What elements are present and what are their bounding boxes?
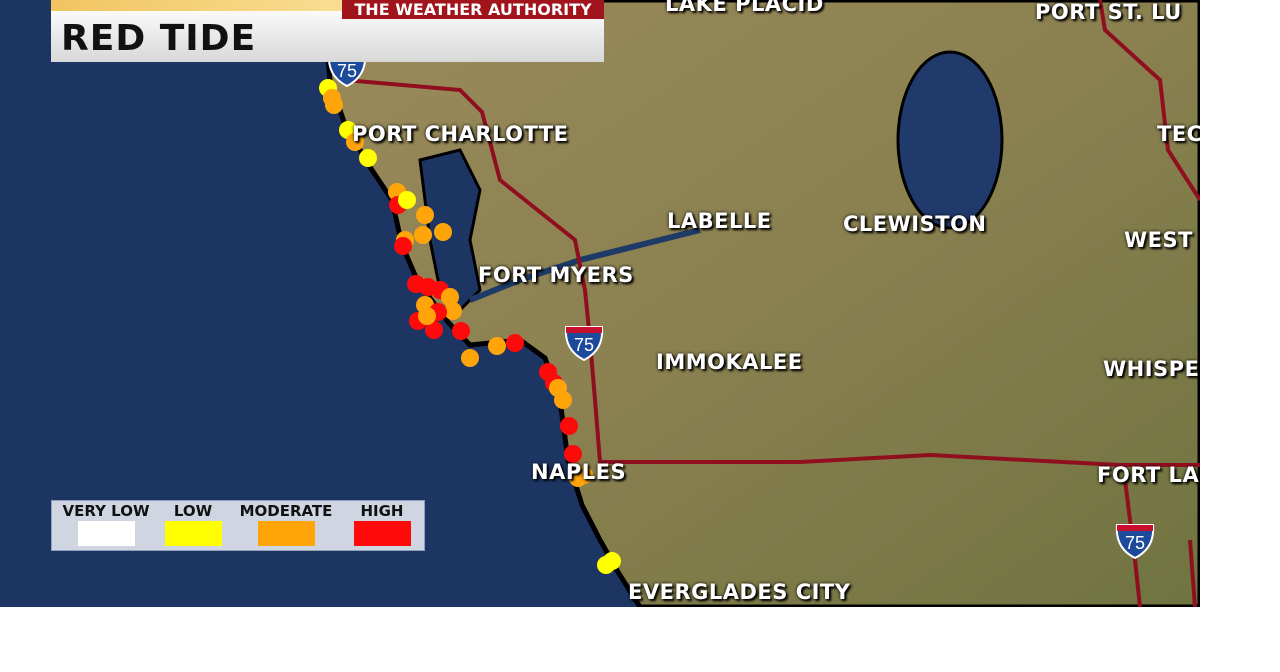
city-whisper: WHISPE — [1103, 357, 1200, 381]
banner-sun-strip — [51, 0, 604, 11]
lake-okeechobee — [896, 50, 1004, 230]
sample-dot-moderate — [461, 349, 479, 367]
shield-number: 75 — [1125, 533, 1145, 553]
legend-label: MODERATE — [239, 502, 333, 520]
brand-tag: THE WEATHER AUTHORITY — [342, 0, 604, 19]
legend-very-low: VERY LOW — [56, 501, 156, 546]
legend-moderate: MODERATE — [234, 501, 338, 546]
banner-bar — [51, 11, 604, 62]
sample-dot-moderate — [414, 226, 432, 244]
shield-number: 75 — [337, 61, 357, 81]
sample-dot-moderate — [575, 466, 593, 484]
city-port-st-lucie: PORT ST. LU — [1035, 0, 1182, 24]
legend-swatch — [77, 521, 135, 546]
sample-dot-high — [452, 322, 470, 340]
sample-dot-moderate — [325, 96, 343, 114]
sample-dot-high — [425, 321, 443, 339]
sample-dot-moderate — [418, 307, 436, 325]
legend-label: VERY LOW — [62, 502, 150, 520]
city-tequesta: TEC — [1157, 122, 1200, 146]
city-fort-myers: FORT MYERS — [478, 263, 634, 287]
legend-swatch — [353, 521, 411, 546]
city-lake-placid: LAKE PLACID — [665, 0, 824, 16]
sample-dot-moderate — [434, 223, 452, 241]
city-naples: NAPLES — [531, 460, 627, 484]
legend: VERY LOW LOW MODERATE HIGH — [51, 500, 425, 551]
legend-swatch — [164, 521, 222, 546]
city-port-charlotte: PORT CHARLOTTE — [352, 122, 569, 146]
sample-dot-low — [359, 149, 377, 167]
city-fort-lauderdale: FORT LA — [1097, 463, 1200, 487]
sample-dot-low — [603, 552, 621, 570]
legend-low: LOW — [157, 501, 229, 546]
sample-dot-moderate — [488, 337, 506, 355]
legend-label: HIGH — [360, 502, 404, 520]
sample-dot-low — [398, 191, 416, 209]
sample-dot-moderate — [346, 133, 364, 151]
city-west: WEST — [1124, 228, 1193, 252]
legend-swatch — [257, 521, 315, 546]
sample-dot-moderate — [444, 302, 462, 320]
city-everglades-city: EVERGLADES CITY — [628, 580, 851, 604]
red-tide-map: 75 75 75 LAKE PLACID PORT ST. LU PORT CHAR… — [0, 0, 1200, 607]
page-title: RED TIDE — [61, 18, 257, 59]
sample-dot-moderate — [554, 391, 572, 409]
red-tide-samples — [319, 79, 621, 574]
title-banner: RED TIDE THE WEATHER AUTHORITY — [51, 0, 604, 62]
shield-number: 75 — [574, 335, 594, 355]
interstate-75-shield-icon: 75 — [564, 326, 604, 362]
legend-label: LOW — [173, 502, 213, 520]
legend-high: HIGH — [342, 501, 422, 546]
city-clewiston: CLEWISTON — [843, 212, 987, 236]
sample-dot-moderate — [441, 288, 459, 306]
city-labelle: LABELLE — [667, 209, 772, 233]
sample-dot-high — [506, 334, 524, 352]
sample-dot-high — [560, 417, 578, 435]
map-graphics: 75 75 75 — [319, 0, 1200, 607]
interstate-75-shield-icon: 75 — [1115, 524, 1155, 560]
sample-dot-moderate — [416, 206, 434, 224]
sample-dot-high — [394, 237, 412, 255]
city-immokalee: IMMOKALEE — [656, 350, 803, 374]
sample-dot-high — [564, 445, 582, 463]
